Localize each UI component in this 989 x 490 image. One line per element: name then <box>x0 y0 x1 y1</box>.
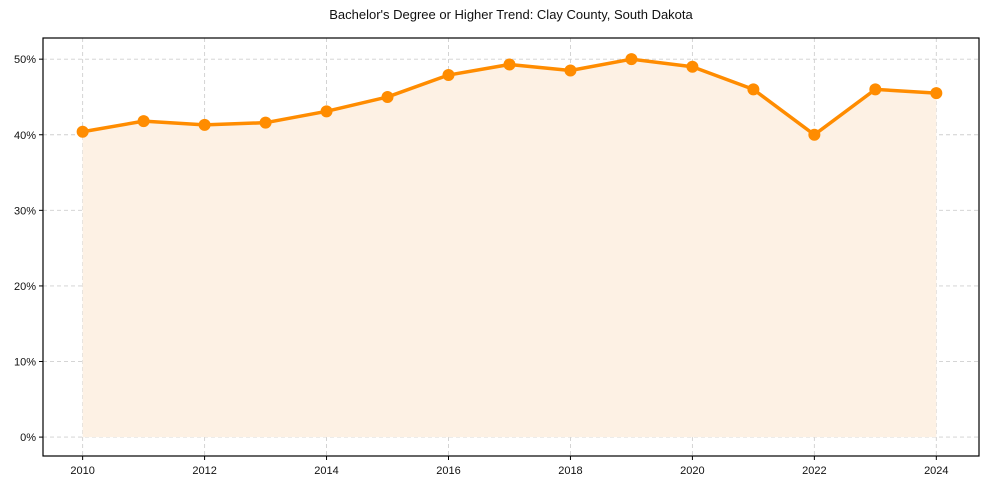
data-point <box>320 105 333 118</box>
data-point <box>76 125 89 138</box>
x-tick-label: 2018 <box>558 465 582 477</box>
data-point <box>808 128 821 141</box>
y-tick-label: 30% <box>14 205 36 217</box>
y-tick-label: 20% <box>14 281 36 293</box>
data-point <box>930 87 943 100</box>
data-point <box>503 58 516 71</box>
data-point <box>137 115 150 128</box>
x-tick-label: 2016 <box>436 465 460 477</box>
area-fill <box>82 59 937 438</box>
y-tick-label: 50% <box>14 54 36 66</box>
data-point <box>381 90 394 103</box>
data-point <box>869 83 882 96</box>
data-point <box>442 69 455 82</box>
x-tick-label: 2022 <box>802 465 826 477</box>
x-tick-label: 2010 <box>70 465 94 477</box>
x-tick-label: 2024 <box>924 465 948 477</box>
plot-frame <box>42 37 980 457</box>
chart-title: Bachelor's Degree or Higher Trend: Clay … <box>329 7 693 22</box>
data-point <box>564 64 577 77</box>
data-point <box>625 53 638 66</box>
y-tick-label: 0% <box>20 432 36 444</box>
data-point <box>747 83 760 96</box>
data-point <box>686 60 699 73</box>
x-tick-label: 2014 <box>314 465 338 477</box>
x-tick-label: 2020 <box>680 465 704 477</box>
data-point <box>198 118 211 131</box>
data-point <box>259 116 272 129</box>
x-axis: 2010 2012 2014 2016 2018 2020 2022 2024 <box>70 456 949 477</box>
y-tick-label: 40% <box>14 130 36 142</box>
y-axis: 0% 10% 20% 30% 40% 50% <box>14 54 43 444</box>
x-tick-label: 2012 <box>192 465 216 477</box>
y-tick-label: 10% <box>14 357 36 369</box>
data-markers <box>76 53 943 141</box>
